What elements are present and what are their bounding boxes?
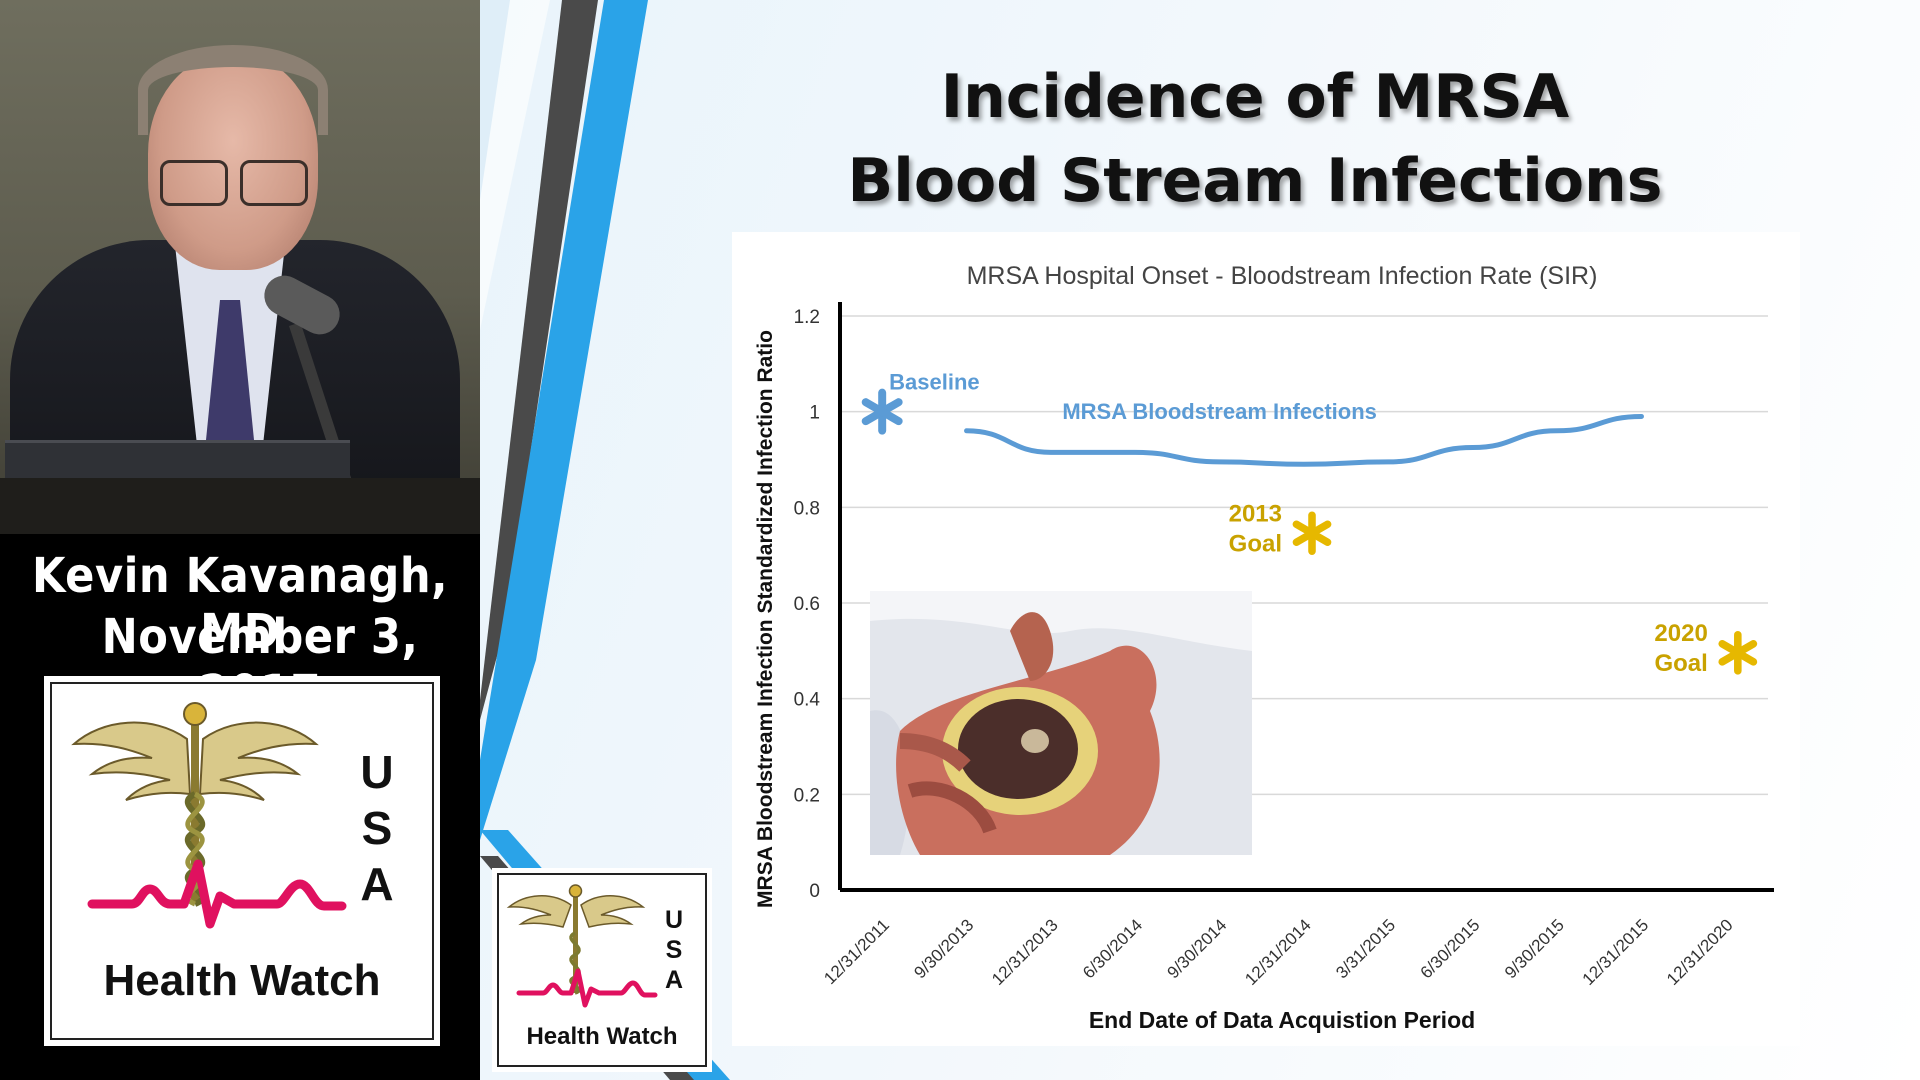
y-tick-label: 0.4	[794, 690, 821, 711]
logo-frame-small: U S A Health Watch	[497, 873, 707, 1067]
logo-letter-a-small: A	[664, 966, 684, 994]
y-tick-label: 1.2	[794, 307, 820, 328]
speaker-name: Kevin Kavanagh, MD	[32, 548, 448, 660]
y-tick-label: 1	[809, 403, 820, 424]
x-tick-label: 9/30/2015	[1501, 915, 1568, 982]
logo-brand-text: Health Watch	[103, 956, 381, 1005]
x-tick-label: 9/30/2013	[910, 915, 977, 982]
logo-brand-text-small: Health Watch	[526, 1023, 678, 1050]
wound-hand-image	[870, 591, 1252, 855]
podium	[0, 478, 480, 534]
goal-label-year: 2013	[1229, 500, 1282, 527]
x-tick-label: 3/31/2015	[1332, 915, 1399, 982]
usa-health-watch-logo-small: U S A Health Watch	[492, 868, 712, 1072]
x-axis-label: End Date of Data Acquistion Period	[1089, 1007, 1475, 1033]
x-tick-label: 6/30/2015	[1417, 915, 1484, 982]
speaker-video	[0, 0, 480, 534]
y-tick-label: 0	[809, 881, 820, 902]
x-tick-label: 12/31/2020	[1663, 915, 1737, 989]
caduceus-icon-small	[506, 884, 658, 1008]
x-tick-label: 12/31/2014	[1241, 915, 1315, 989]
logo-letter-s: S	[361, 802, 393, 854]
logo-frame: U S A Health Watch	[50, 682, 434, 1040]
x-tick-label: 12/31/2015	[1579, 915, 1653, 989]
line-chart: MRSA Hospital Onset - Bloodstream Infect…	[754, 262, 1774, 1033]
chart-panel: MRSA Hospital Onset - Bloodstream Infect…	[732, 232, 1800, 1046]
goal-marker-icon	[1718, 631, 1758, 675]
speaker-hair	[138, 45, 328, 135]
speaker-glasses	[160, 160, 310, 206]
logo-letter-s-small: S	[665, 936, 683, 964]
laptop	[5, 440, 350, 485]
speaker-panel: Kevin Kavanagh, MD November 3, 2017	[0, 0, 480, 1080]
x-tick-label: 12/31/2011	[820, 915, 893, 988]
y-tick-label: 0.6	[794, 594, 820, 615]
slide-title: Incidence of MRSA Blood Stream Infection…	[780, 55, 1730, 223]
logo-usa-letters: U S A	[352, 744, 402, 912]
mrsa-wound-photo	[870, 591, 1252, 855]
baseline-marker-icon	[861, 388, 903, 435]
slide-title-line-1: Incidence of MRSA	[940, 62, 1570, 132]
chart-title: MRSA Hospital Onset - Bloodstream Infect…	[967, 262, 1598, 290]
logo-usa-letters-small: U S A	[659, 905, 689, 995]
y-tick-label: 0.8	[794, 498, 820, 519]
goal-label-year: 2020	[1654, 620, 1707, 647]
goal-marker-icon	[1292, 511, 1332, 556]
slide-title-line-2: Blood Stream Infections	[847, 146, 1663, 216]
usa-health-watch-logo: U S A Health Watch	[44, 676, 440, 1046]
baseline-label: Baseline	[889, 370, 980, 395]
y-axis-label: MRSA Bloodstream Infection Standardized …	[754, 330, 777, 908]
x-tick-label: 9/30/2014	[1164, 915, 1231, 982]
goal-label-word: Goal	[1654, 650, 1707, 677]
logo-letter-u: U	[360, 746, 394, 798]
caduceus-icon	[71, 702, 347, 929]
logo-letter-u-small: U	[664, 906, 684, 934]
series-label: MRSA Bloodstream Infections	[1062, 399, 1377, 424]
goal-label-word: Goal	[1229, 530, 1282, 557]
presentation-slide: Incidence of MRSA Blood Stream Infection…	[480, 0, 1920, 1080]
x-tick-label: 6/30/2014	[1079, 915, 1146, 982]
x-tick-label: 12/31/2013	[988, 915, 1062, 989]
logo-letter-a: A	[360, 858, 394, 910]
y-tick-label: 0.2	[794, 785, 820, 806]
series-line	[964, 413, 1644, 467]
